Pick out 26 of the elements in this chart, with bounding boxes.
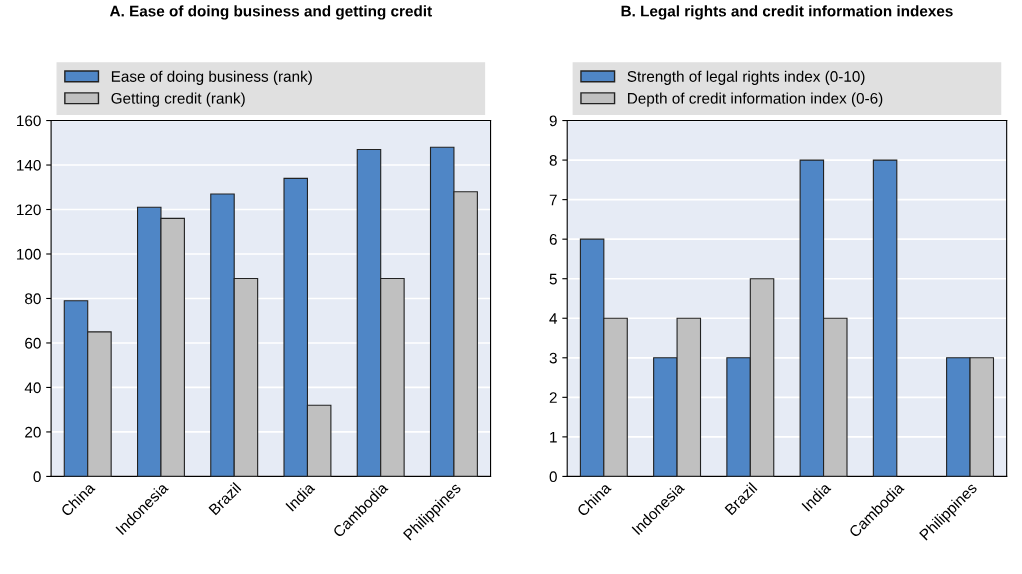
y-tick-label: 8 [549, 154, 557, 166]
y-tick-label: 40 [24, 382, 41, 394]
chart-title: A. Ease of doing business and getting credit [109, 5, 432, 20]
y-tick-label: 80 [25, 293, 41, 305]
y-tick-label: 9 [549, 115, 557, 127]
legend-label: Strength of legal rights index (0-10) [627, 70, 865, 85]
y-tick-label: 120 [17, 204, 41, 216]
y-tick-label: 4 [549, 313, 558, 324]
y-tick-label: 5 [549, 273, 557, 285]
legend-label: Ease of doing business (rank) [111, 70, 312, 85]
y-tick-label: 140 [17, 159, 41, 171]
y-tick-label: 1 [550, 431, 557, 443]
y-tick-label: 0 [549, 471, 557, 483]
y-tick-label: 20 [25, 426, 41, 438]
y-tick-label: 2 [549, 392, 557, 403]
chart-title: B. Legal rights and credit information indexes [621, 5, 953, 20]
y-tick-label: 7 [549, 194, 557, 206]
y-tick-label: 3 [549, 352, 557, 364]
y-tick-label: 6 [549, 234, 557, 245]
legend-label: Getting credit (rank) [111, 92, 245, 107]
legend-label: Depth of credit information index (0-6) [628, 92, 883, 107]
y-tick-label: 60 [25, 337, 41, 349]
bar [872, 159, 898, 477]
y-tick-label: 0 [33, 471, 41, 483]
y-tick-label: 160 [17, 115, 41, 127]
y-tick-label: 100 [17, 248, 41, 260]
